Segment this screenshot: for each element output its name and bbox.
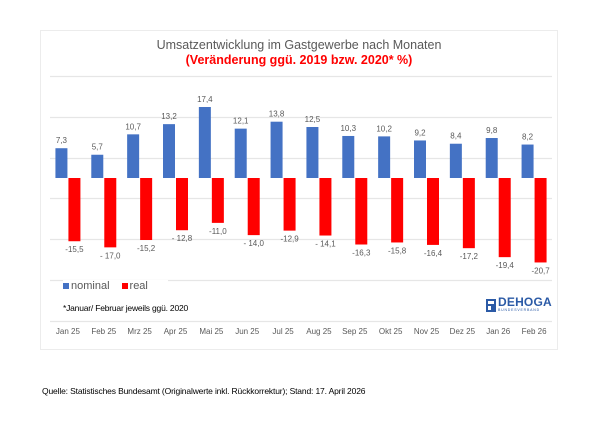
- legend-label-nominal: nominal: [71, 280, 110, 292]
- x-tick-label: Feb 26: [522, 327, 547, 336]
- x-tick-label: Dez 25: [450, 327, 476, 336]
- bar-real: [176, 178, 188, 231]
- data-label-nominal: 5,7: [92, 143, 104, 152]
- data-label-real: - 14,0: [243, 239, 264, 248]
- data-label-nominal: 9,2: [414, 128, 426, 137]
- chart-title: Umsatzentwicklung im Gastgewerbe nach Mo…: [156, 38, 442, 52]
- x-tick-label: Sep 25: [342, 327, 368, 336]
- bar-real: [427, 178, 439, 245]
- bar-nominal: [234, 128, 247, 178]
- x-axis-ticks: Jan 25 Feb 25 Mrz 25 Apr 25 Mai 25 Jun 25 Jul …: [56, 327, 547, 336]
- bars: [55, 107, 547, 263]
- data-label-real: -12,9: [280, 235, 299, 244]
- bar-real: [140, 178, 153, 241]
- bar-real: [211, 178, 224, 223]
- data-label-nominal: 12,5: [305, 115, 321, 124]
- bar-nominal: [55, 148, 68, 178]
- x-tick-label: Mrz 25: [127, 327, 152, 336]
- logo-name: DEHOGA: [498, 295, 552, 309]
- data-label-real: -16,3: [352, 249, 371, 258]
- legend-label-real: real: [129, 280, 148, 292]
- source-note: Quelle: Statistisches Bundesamt (Origina…: [42, 386, 366, 396]
- bar-nominal: [198, 107, 211, 178]
- data-label-nominal: 10,7: [125, 122, 141, 131]
- gridlines: [50, 75, 552, 323]
- legend-item-nominal: nominal: [63, 280, 110, 292]
- bar-nominal: [163, 124, 175, 178]
- data-label-real: - 17,0: [100, 251, 121, 260]
- x-tick-label: Apr 25: [164, 327, 188, 336]
- data-label-nominal: 13,2: [161, 112, 177, 121]
- legend-swatch-real: [121, 283, 128, 289]
- data-label-nominal: 9,8: [486, 126, 498, 135]
- bar-real: [391, 178, 404, 243]
- data-label-real: -15,8: [388, 246, 407, 255]
- bar-nominal: [414, 140, 426, 178]
- data-labels: 7,3 -15,5 5,7 - 17,0 10,7 -15,2 13,2 - 12,8 17,4…: [56, 95, 550, 275]
- data-label-nominal: 8,4: [450, 132, 462, 141]
- data-label-real: -17,2: [460, 252, 479, 261]
- data-label-real: - 14,1: [315, 240, 336, 249]
- bar-nominal: [521, 144, 534, 178]
- bar-nominal: [378, 136, 391, 178]
- bar-nominal: [342, 135, 355, 178]
- bar-nominal: [485, 138, 498, 178]
- data-label-nominal: 13,8: [269, 110, 285, 119]
- chart-footnote: *Januar/ Februar jeweils ggü. 2020: [63, 303, 189, 313]
- x-tick-label: Mai 25: [199, 327, 224, 336]
- bar-real: [498, 178, 511, 258]
- x-tick-label: Jun 25: [235, 327, 260, 336]
- bar-real: [534, 178, 547, 263]
- x-tick-label: Jan 26: [486, 327, 511, 336]
- bar-real: [104, 178, 117, 248]
- bar-real: [462, 178, 475, 249]
- x-tick-label: Jul 25: [272, 327, 294, 336]
- data-label-nominal: 10,3: [340, 124, 356, 133]
- bar-real: [355, 178, 368, 245]
- data-label-real: -11,0: [209, 227, 227, 236]
- dehoga-logo-icon: [486, 298, 496, 312]
- x-tick-label: Nov 25: [414, 327, 440, 336]
- legend-item-real: real: [121, 280, 148, 292]
- x-tick-label: Feb 25: [91, 327, 116, 336]
- data-label-real: -15,2: [137, 244, 156, 253]
- bar-real: [247, 178, 260, 236]
- data-label-nominal: 17,4: [197, 95, 213, 104]
- bar-real: [68, 178, 81, 242]
- bar-nominal: [449, 143, 462, 178]
- bar-real: [283, 178, 296, 231]
- data-label-nominal: 7,3: [56, 136, 68, 145]
- data-label-real: -16,4: [424, 249, 443, 258]
- legend-swatch-nominal: [63, 283, 69, 289]
- bar-nominal: [306, 127, 319, 178]
- bar-nominal: [127, 134, 140, 178]
- bar-nominal: [270, 121, 283, 178]
- data-label-real: -19,4: [496, 261, 515, 270]
- dehoga-logo: DEHOGA BUNDESVERBAND: [486, 295, 552, 313]
- x-tick-label: Jan 25: [56, 327, 81, 336]
- x-tick-label: Aug 25: [306, 327, 332, 336]
- data-label-real: - 12,8: [172, 234, 193, 243]
- x-tick-label: Okt 25: [379, 327, 403, 336]
- chart-subtitle: (Veränderung ggü. 2019 bzw. 2020* %): [185, 53, 413, 67]
- data-label-real: -15,5: [65, 245, 84, 254]
- logo-subtitle: BUNDESVERBAND: [498, 308, 540, 312]
- data-label-nominal: 10,2: [376, 124, 392, 133]
- bar-real: [319, 178, 332, 236]
- data-label-nominal: 12,1: [233, 117, 249, 126]
- data-label-real: -20,7: [531, 266, 550, 275]
- data-label-nominal: 8,2: [522, 133, 534, 142]
- bar-nominal: [91, 154, 104, 178]
- legend: nominal real: [63, 280, 168, 292]
